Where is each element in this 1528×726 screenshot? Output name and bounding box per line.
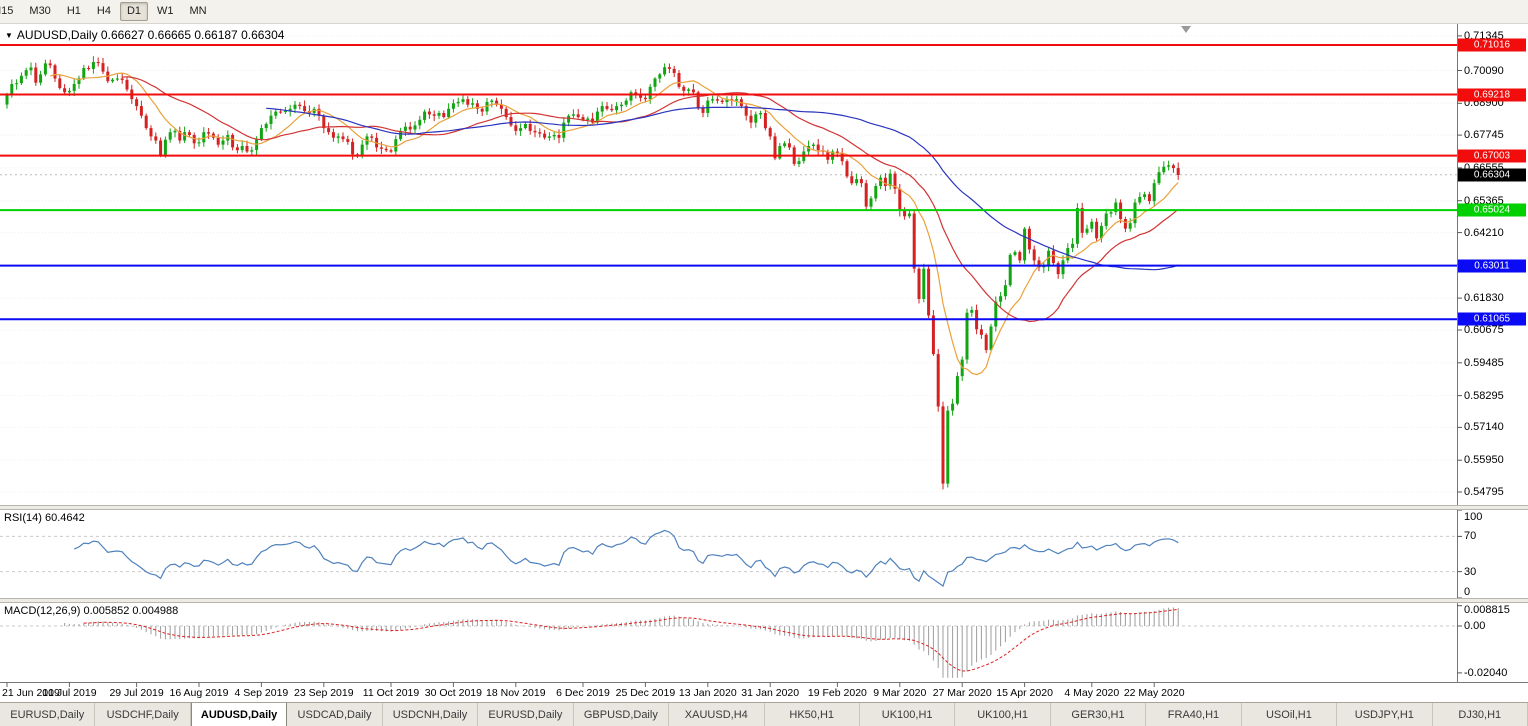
macd-indicator-label: MACD(12,26,9) 0.005852 0.004988 [4,605,179,617]
chart-title: ▼ AUDUSD,Daily 0.66627 0.66665 0.66187 0.… [5,28,284,42]
rsi-indicator-label: RSI(14) 60.4642 [4,512,85,524]
candlestick-chart[interactable] [0,24,1528,702]
chart-tab-eurusd-daily[interactable]: EURUSD,Daily [0,703,96,726]
chart-tab-fra40-h1[interactable]: FRA40,H1 [1146,703,1242,726]
timeframe-button-d1[interactable]: D1 [119,2,148,21]
chart-title-text: AUDUSD,Daily 0.66627 0.66665 0.66187 0.6… [16,28,285,42]
chart-tab-uk100-h1[interactable]: UK100,H1 [955,703,1051,726]
chart-tab-dj30-h1[interactable]: DJ30,H1 [1433,703,1528,726]
chart-tab-eurusd-daily[interactable]: EURUSD,Daily [478,703,574,726]
ma-line-25 [122,76,1179,323]
macd-histogram [64,607,1179,678]
chart-tab-xauusd-h4[interactable]: XAUUSD,H4 [669,703,765,726]
timeframe-toolbar: M15 M30 H1 H4 D1 W1 MN [0,0,1528,24]
ma-line-10 [50,72,1179,376]
chart-area[interactable]: ▼ AUDUSD,Daily 0.66627 0.66665 0.66187 0.… [0,24,1528,702]
timeframe-button-w1[interactable]: W1 [157,5,174,17]
pane-separator-rsi[interactable] [0,505,1528,510]
chart-tab-usdjpy-h1[interactable]: USDJPY,H1 [1337,703,1433,726]
chart-tab-usdcad-daily[interactable]: USDCAD,Daily [287,703,383,726]
chart-tab-audusd-daily[interactable]: AUDUSD,Daily [190,703,288,726]
chart-tab-usoil-h1[interactable]: USOil,H1 [1242,703,1338,726]
pane-separator-macd[interactable] [0,598,1528,603]
timeframe-button-m15[interactable]: M15 [0,5,14,17]
chart-tab-usdchf-daily[interactable]: USDCHF,Daily [95,703,191,726]
timeframe-button-mn[interactable]: MN [189,5,207,17]
grid-layer [0,35,1457,493]
rsi-line [73,529,1179,587]
chart-tab-ger30-h1[interactable]: GER30,H1 [1051,703,1147,726]
chart-shift-marker-icon [1181,26,1191,33]
timeframe-button-h1[interactable]: H1 [66,5,81,17]
timeframe-button-h4[interactable]: H4 [96,5,111,17]
chart-tabs-bar: EURUSD,Daily USDCHF,Daily AUDUSD,Daily USDC… [0,702,1528,726]
chart-tab-usdcnh-daily[interactable]: USDCNH,Daily [383,703,479,726]
macd-signal-line [83,609,1179,672]
symbol-dropdown-icon: ▼ [5,31,13,40]
chart-tab-uk100-h1[interactable]: UK100,H1 [860,703,956,726]
chart-tab-gbpusd-daily[interactable]: GBPUSD,Daily [574,703,670,726]
ma-line-55 [266,106,1179,271]
chart-tab-hk50-h1[interactable]: HK50,H1 [765,703,860,726]
timeframe-button-m30[interactable]: M30 [29,5,51,17]
